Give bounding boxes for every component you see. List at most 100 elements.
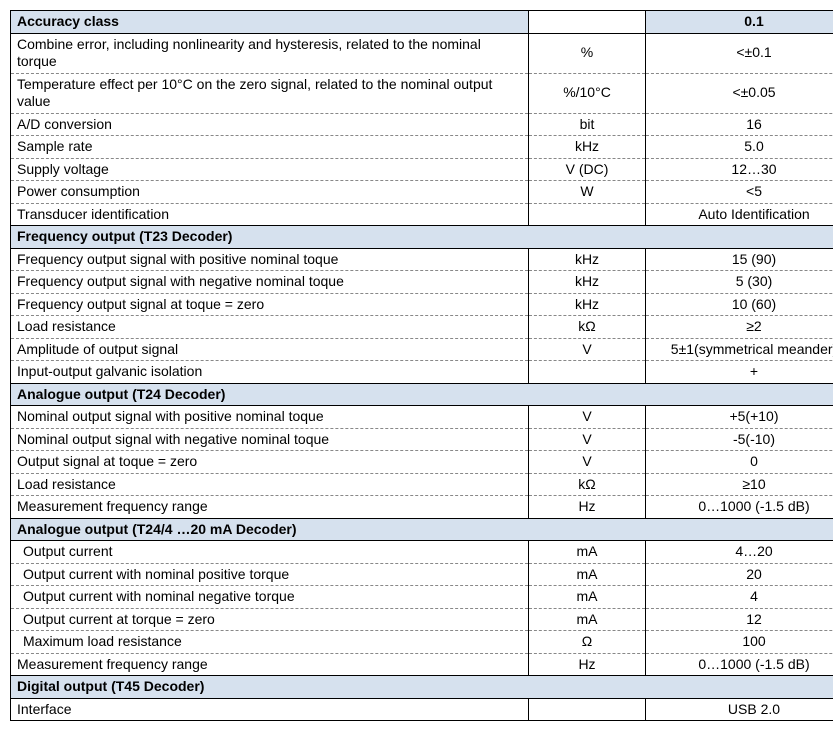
row-unit: V (DC) [529, 158, 646, 181]
section-label: Digital output (T45 Decoder) [11, 676, 833, 699]
row-value: 5.0 [646, 136, 833, 159]
header-value: 0.1 [646, 11, 833, 34]
row-label: Nominal output signal with positive nomi… [11, 406, 529, 429]
header-unit [529, 11, 646, 34]
row-label: Frequency output signal with positive no… [11, 248, 529, 271]
row-unit: V [529, 451, 646, 474]
data-row: Input-output galvanic isolation + [11, 361, 833, 384]
data-row: Frequency output signal with positive no… [11, 248, 833, 271]
data-row: Output current at torque = zeromA12 [11, 608, 833, 631]
data-row: Maximum load resistanceΩ100 [11, 631, 833, 654]
row-label: A/D conversion [11, 113, 529, 136]
section-label: Frequency output (T23 Decoder) [11, 226, 833, 249]
row-label: Output current with nominal negative tor… [11, 586, 529, 609]
row-unit: W [529, 181, 646, 204]
row-value: 12…30 [646, 158, 833, 181]
row-unit: kΩ [529, 316, 646, 339]
row-unit: kHz [529, 248, 646, 271]
data-row: Load resistancekΩ≥2 [11, 316, 833, 339]
section-row: Analogue output (T24 Decoder) [11, 383, 833, 406]
row-unit [529, 698, 646, 721]
row-label: Measurement frequency range [11, 496, 529, 519]
row-value: 4 [646, 586, 833, 609]
row-value: 100 [646, 631, 833, 654]
row-value: USB 2.0 [646, 698, 833, 721]
spec-table: Accuracy class 0.1 Combine error, includin… [10, 10, 833, 721]
data-row: Nominal output signal with negative nomi… [11, 428, 833, 451]
row-value: -5(-10) [646, 428, 833, 451]
row-unit: mA [529, 563, 646, 586]
row-value: 0 [646, 451, 833, 474]
row-unit: V [529, 428, 646, 451]
row-unit: kΩ [529, 473, 646, 496]
section-row: Digital output (T45 Decoder) [11, 676, 833, 699]
row-unit [529, 361, 646, 384]
header-label: Accuracy class [11, 11, 529, 34]
row-label: Output current [11, 541, 529, 564]
row-value: <±0.05 [646, 73, 833, 113]
row-unit: bit [529, 113, 646, 136]
data-row: Output signal at toque = zeroV0 [11, 451, 833, 474]
data-row: Frequency output signal at toque = zerok… [11, 293, 833, 316]
data-row: Sample ratekHz5.0 [11, 136, 833, 159]
row-value: ≥2 [646, 316, 833, 339]
row-value: 10 (60) [646, 293, 833, 316]
row-unit: Hz [529, 653, 646, 676]
row-label: Interface [11, 698, 529, 721]
data-row: Frequency output signal with negative no… [11, 271, 833, 294]
row-unit: Ω [529, 631, 646, 654]
row-label: Sample rate [11, 136, 529, 159]
row-label: Combine error, including nonlinearity an… [11, 33, 529, 73]
row-unit: V [529, 338, 646, 361]
data-row: Load resistancekΩ≥10 [11, 473, 833, 496]
row-value: 16 [646, 113, 833, 136]
row-value: 5 (30) [646, 271, 833, 294]
row-value: + [646, 361, 833, 384]
row-unit: Hz [529, 496, 646, 519]
row-label: Load resistance [11, 473, 529, 496]
row-value: 15 (90) [646, 248, 833, 271]
row-value: 0…1000 (-1.5 dB) [646, 496, 833, 519]
data-row: Interface USB 2.0 [11, 698, 833, 721]
row-label: Temperature effect per 10°C on the zero … [11, 73, 529, 113]
row-label: Load resistance [11, 316, 529, 339]
data-row: Combine error, including nonlinearity an… [11, 33, 833, 73]
row-unit: kHz [529, 136, 646, 159]
data-row: Power consumptionW<5 [11, 181, 833, 204]
row-value: 12 [646, 608, 833, 631]
row-label: Frequency output signal at toque = zero [11, 293, 529, 316]
row-label: Output current with nominal positive tor… [11, 563, 529, 586]
row-value: 5±1(symmetrical meander) [646, 338, 833, 361]
row-unit: V [529, 406, 646, 429]
row-label: Input-output galvanic isolation [11, 361, 529, 384]
data-row: Output current with nominal positive tor… [11, 563, 833, 586]
header-row: Accuracy class 0.1 [11, 11, 833, 34]
row-label: Supply voltage [11, 158, 529, 181]
section-label: Analogue output (T24/4 …20 mA Decoder) [11, 518, 833, 541]
row-value: <±0.1 [646, 33, 833, 73]
data-row: Transducer identification Auto Identifica… [11, 203, 833, 226]
row-label: Transducer identification [11, 203, 529, 226]
data-row: Measurement frequency rangeHz0…1000 (-1.… [11, 496, 833, 519]
data-row: A/D conversionbit16 [11, 113, 833, 136]
row-value: +5(+10) [646, 406, 833, 429]
row-value: 4…20 [646, 541, 833, 564]
row-label: Output current at torque = zero [11, 608, 529, 631]
data-row: Output currentmA4…20 [11, 541, 833, 564]
row-label: Power consumption [11, 181, 529, 204]
row-value: ≥10 [646, 473, 833, 496]
data-row: Temperature effect per 10°C on the zero … [11, 73, 833, 113]
row-unit: % [529, 33, 646, 73]
row-value: <5 [646, 181, 833, 204]
row-unit: %/10°C [529, 73, 646, 113]
row-label: Measurement frequency range [11, 653, 529, 676]
row-label: Nominal output signal with negative nomi… [11, 428, 529, 451]
row-label: Frequency output signal with negative no… [11, 271, 529, 294]
row-unit: mA [529, 608, 646, 631]
row-label: Amplitude of output signal [11, 338, 529, 361]
row-unit [529, 203, 646, 226]
row-label: Maximum load resistance [11, 631, 529, 654]
section-label: Analogue output (T24 Decoder) [11, 383, 833, 406]
data-row: Measurement frequency rangeHz0…1000 (-1.… [11, 653, 833, 676]
row-value: Auto Identification [646, 203, 833, 226]
